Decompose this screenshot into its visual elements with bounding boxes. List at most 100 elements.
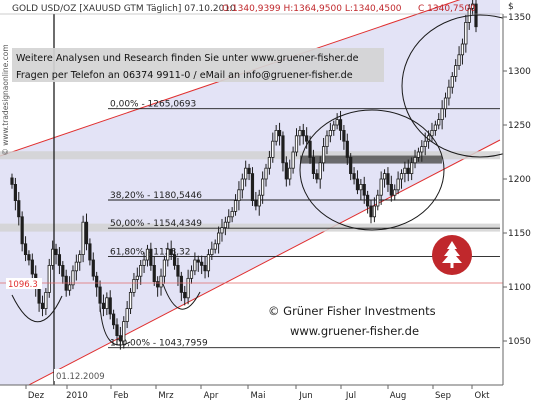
candle-body	[132, 279, 136, 293]
y-tick-label: 1050	[508, 337, 531, 347]
annotation-arc-left	[11, 294, 63, 323]
tree-logo	[432, 235, 472, 275]
candle-body	[20, 216, 24, 245]
candle-body	[393, 189, 397, 196]
x-tick-label: Okt	[475, 391, 491, 401]
candle-body	[274, 129, 278, 142]
candle-body	[78, 254, 82, 263]
candle-body	[98, 286, 102, 304]
candle-body	[95, 275, 99, 288]
candle-body	[379, 178, 383, 196]
channel-lower-line	[0, 139, 501, 401]
candle-body	[447, 86, 451, 99]
fib-label: 0,00% - 1265,0693	[110, 100, 196, 110]
candle-body	[464, 21, 468, 45]
resistance-band-lower	[0, 223, 500, 232]
fib-label: 100,00% - 1043,7959	[110, 339, 208, 349]
candle-body	[267, 156, 272, 169]
candle-body	[105, 297, 109, 309]
candle-body	[315, 173, 319, 180]
candle-body	[335, 119, 339, 126]
fib-label: 50,00% - 1154,4349	[110, 219, 202, 229]
watermark-line-2: www.gruener-fisher.de	[290, 324, 419, 338]
watermark: © Grüner Fisher Investments www.gruener-…	[268, 304, 436, 338]
fib-label: 38,20% - 1180,5446	[110, 191, 202, 201]
candle-body	[13, 183, 17, 201]
candle-body	[342, 129, 346, 142]
candle-body	[233, 200, 238, 212]
candle-body	[359, 183, 363, 191]
candle-body	[305, 135, 309, 142]
candle-body	[71, 270, 75, 286]
chart-header: GOLD USD/OZ [XAUUSD GTM Täglich] 07.10.2…	[0, 4, 503, 15]
candle-body	[172, 254, 177, 266]
candle-body	[37, 286, 41, 304]
x-tick-label: Jun	[298, 391, 312, 401]
info-line-1: Weitere Analysen und Research finden Sie…	[16, 53, 359, 64]
info-line-2: Fragen per Telefon an 06374 9911-0 / eMa…	[16, 70, 353, 81]
candle-body	[244, 167, 248, 180]
candle-body	[152, 264, 156, 282]
candle-body	[193, 259, 197, 272]
candle-body	[291, 151, 295, 169]
x-tick-label: Jul	[345, 391, 356, 401]
candle-body	[345, 140, 349, 158]
candle-body	[162, 259, 167, 277]
candle-body	[338, 119, 343, 131]
candle-body	[352, 173, 356, 180]
candle-body	[433, 124, 437, 131]
candle-body	[450, 76, 454, 88]
candle-body	[67, 284, 72, 291]
candle-body	[332, 124, 336, 131]
candle-body	[122, 321, 126, 342]
y-tick-label: 1250	[508, 121, 531, 131]
candle-body	[196, 259, 200, 263]
candle-body	[261, 178, 265, 196]
candle-body	[118, 335, 122, 342]
candle-body	[288, 167, 292, 180]
candle-body	[108, 297, 112, 315]
resistance-band-dark	[300, 155, 442, 164]
x-tick-label: Sep	[435, 391, 451, 401]
candle-body	[437, 119, 441, 126]
candle-body	[250, 173, 255, 202]
candle-body	[183, 291, 187, 299]
candle-body	[406, 167, 410, 174]
candle-body	[17, 200, 21, 218]
candle-body	[281, 135, 285, 164]
x-tick-label: Apr	[204, 391, 219, 401]
y-axis-ticks: 1050 1100 1150 1200 1250 1300 1350	[503, 13, 531, 347]
candle-body	[376, 194, 380, 207]
annotation-ellipse-top	[401, 14, 538, 158]
candle-body	[115, 324, 119, 336]
candle-body	[44, 291, 48, 309]
x-tick-label: Feb	[113, 391, 128, 401]
currency-label: $	[508, 2, 514, 12]
candle-body	[301, 129, 305, 137]
candle-body	[416, 151, 421, 158]
candle-body	[142, 259, 146, 266]
candle-body	[57, 254, 62, 266]
candle-body	[443, 97, 448, 110]
candle-body	[139, 264, 143, 277]
candle-body	[179, 275, 183, 293]
candle-body	[372, 205, 376, 218]
candle-body	[27, 254, 31, 261]
annotation-arc-feb	[99, 305, 131, 346]
x-tick-label: Dez	[28, 391, 45, 401]
candle-body	[325, 135, 329, 148]
candle-body	[88, 243, 92, 261]
y-tick-label: 1300	[508, 67, 531, 77]
candle-body	[30, 259, 34, 275]
candle-body	[213, 243, 217, 250]
candle-body	[84, 221, 89, 245]
candle-body	[382, 173, 387, 180]
candle-body	[396, 178, 400, 191]
candle-body	[227, 216, 231, 223]
header-title: GOLD USD/OZ [XAUUSD GTM Täglich] 07.10.2…	[12, 4, 236, 14]
x-tick-label: Mai	[251, 391, 266, 401]
candle-body	[294, 135, 299, 153]
candle-body	[410, 162, 414, 175]
